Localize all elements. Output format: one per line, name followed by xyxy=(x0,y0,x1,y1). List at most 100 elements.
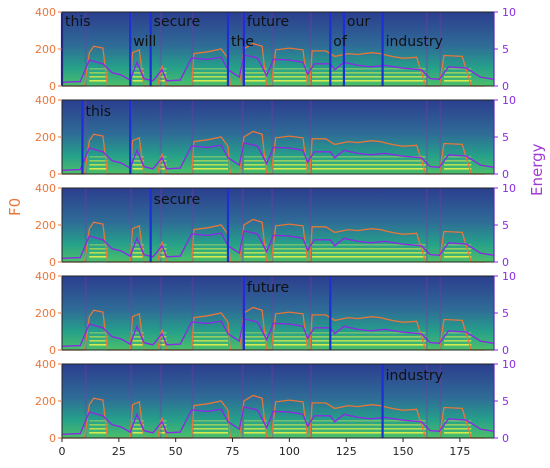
harmonic-band xyxy=(132,160,144,162)
energy-line xyxy=(61,142,495,171)
harmonic-band xyxy=(191,432,228,434)
y-tick-label-left: 200 xyxy=(35,43,56,56)
harmonic-band xyxy=(89,432,108,434)
harmonic-band xyxy=(191,164,228,166)
word-label-our: our xyxy=(347,14,370,30)
y-tick-label-right: 5 xyxy=(502,395,509,408)
harmonic-band xyxy=(243,344,267,346)
y-tick-label-right: 0 xyxy=(502,256,509,269)
harmonic-band xyxy=(132,68,144,70)
harmonic-band xyxy=(191,336,228,338)
onset-streak xyxy=(271,12,274,86)
harmonic-band xyxy=(159,252,167,254)
harmonic-band xyxy=(312,432,426,434)
y-tick-label-right: 5 xyxy=(502,307,509,320)
f0-line xyxy=(62,218,485,263)
harmonic-band xyxy=(273,160,308,162)
harmonic-band xyxy=(243,76,267,78)
onset-streak xyxy=(191,276,194,350)
harmonic-band xyxy=(443,68,472,70)
onset-streak xyxy=(309,100,312,174)
word-label-of: of xyxy=(333,34,348,50)
onset-streak xyxy=(309,364,312,438)
harmonic-band xyxy=(159,80,167,82)
onset-streak xyxy=(241,12,244,86)
harmonic-band xyxy=(89,256,108,258)
harmonic-band xyxy=(243,332,267,334)
harmonic-band xyxy=(132,424,144,426)
harmonic-band xyxy=(132,156,144,158)
onset-streak xyxy=(84,188,87,262)
y-tick-label-right: 0 xyxy=(502,344,509,357)
harmonic-band xyxy=(132,344,144,346)
harmonic-band xyxy=(312,168,426,170)
harmonic-band xyxy=(273,252,308,254)
onset-streak xyxy=(84,364,87,438)
harmonic-band xyxy=(443,420,472,422)
y-tick-label-right: 0 xyxy=(502,168,509,181)
harmonic-band xyxy=(443,428,472,430)
harmonic-band xyxy=(443,252,472,254)
word-label-this: this xyxy=(65,14,91,30)
y-tick-label-right: 10 xyxy=(502,182,516,195)
word-label-secure: secure xyxy=(154,14,201,30)
y-tick-label-right: 0 xyxy=(502,432,509,445)
x-tick-label: 75 xyxy=(226,445,240,458)
y-tick-label-left: 400 xyxy=(35,6,56,19)
harmonic-band xyxy=(273,156,308,158)
harmonic-band xyxy=(312,256,426,258)
harmonic-band xyxy=(443,332,472,334)
harmonic-band xyxy=(273,336,308,338)
y-tick-label-right: 5 xyxy=(502,131,509,144)
onset-streak xyxy=(159,188,162,262)
onset-streak xyxy=(159,364,162,438)
harmonic-band xyxy=(312,248,426,250)
onset-streak xyxy=(309,12,312,86)
harmonic-band xyxy=(273,68,308,70)
harmonic-band xyxy=(191,72,228,74)
energy-line xyxy=(61,230,495,259)
harmonic-band xyxy=(312,80,426,82)
harmonic-band xyxy=(443,432,472,434)
harmonic-band xyxy=(132,336,144,338)
harmonic-band xyxy=(243,428,267,430)
harmonic-band xyxy=(89,252,108,254)
harmonic-band xyxy=(273,424,308,426)
harmonic-band xyxy=(243,68,267,70)
harmonic-band xyxy=(443,256,472,258)
onset-streak xyxy=(425,364,428,438)
harmonic-band xyxy=(191,424,228,426)
harmonic-band xyxy=(89,244,108,246)
harmonic-band xyxy=(443,336,472,338)
harmonic-band xyxy=(273,244,308,246)
y-tick-label-left: 200 xyxy=(35,131,56,144)
y-tick-label-left: 0 xyxy=(49,256,56,269)
harmonic-band xyxy=(243,432,267,434)
y-tick-label-right: 0 xyxy=(502,80,509,93)
harmonic-band xyxy=(443,72,472,74)
harmonic-band xyxy=(273,340,308,342)
onset-streak xyxy=(130,364,133,438)
onset-streak xyxy=(439,276,442,350)
onset-streak xyxy=(130,276,133,350)
x-tick-label: 125 xyxy=(336,445,357,458)
y-tick-label-left: 0 xyxy=(49,344,56,357)
onset-streak xyxy=(439,12,442,86)
y-tick-label-right: 10 xyxy=(502,94,516,107)
onset-streak xyxy=(309,276,312,350)
y-tick-label-right: 5 xyxy=(502,219,509,232)
harmonic-band xyxy=(89,156,108,158)
harmonic-band xyxy=(243,256,267,258)
energy-line xyxy=(61,318,495,347)
harmonic-band xyxy=(312,160,426,162)
onset-streak xyxy=(191,12,194,86)
harmonic-band xyxy=(191,252,228,254)
harmonic-band xyxy=(443,160,472,162)
x-tick-label: 50 xyxy=(169,445,183,458)
harmonic-band xyxy=(159,256,167,258)
onset-streak xyxy=(425,188,428,262)
harmonic-band xyxy=(312,72,426,74)
onset-streak xyxy=(241,188,244,262)
word-label-secure: secure xyxy=(154,192,201,208)
harmonic-band xyxy=(443,164,472,166)
